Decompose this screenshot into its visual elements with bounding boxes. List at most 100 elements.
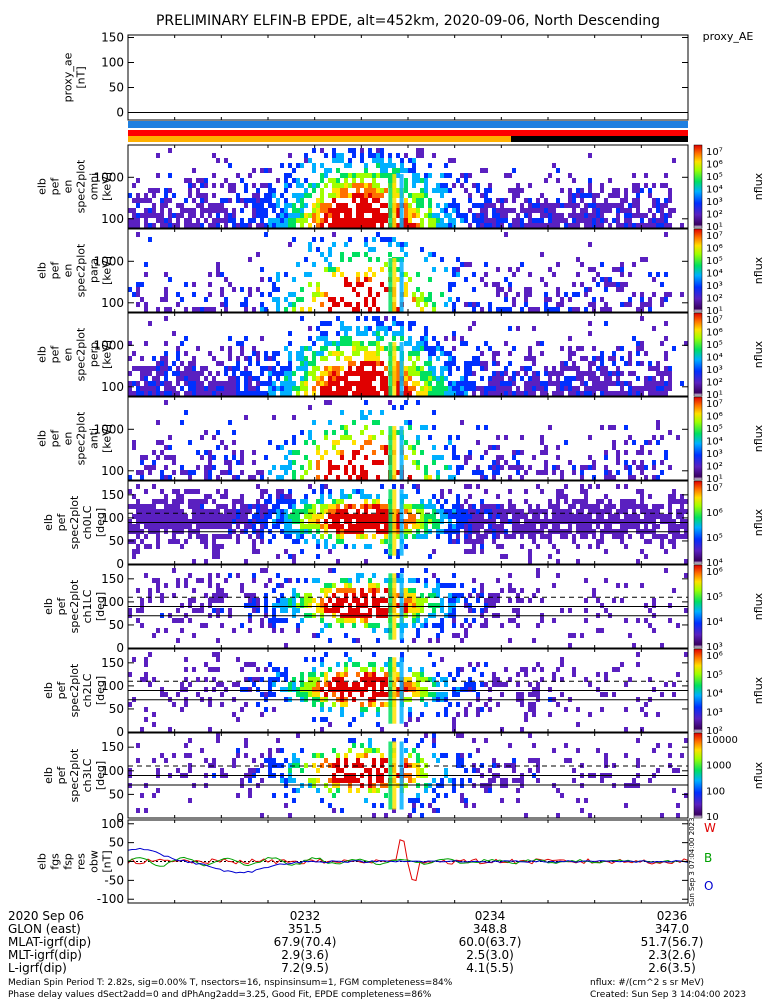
colorbar-tick-label: 10⁵ — [706, 172, 723, 183]
y-tick-label: 50 — [109, 787, 124, 801]
colorbar-tick-label: 10⁶ — [706, 328, 723, 339]
heatmap-cells — [128, 232, 684, 312]
panel-ch1LC: 10⁶ 10⁵ 10⁴ 10³ nflux 150 100 50 0 elb pef spec2plo… — [42, 564, 765, 655]
y-axis-label: ch2LC — [81, 673, 94, 707]
y-tick-label: 100 — [101, 817, 124, 831]
y-tick-label: 100 — [101, 511, 124, 525]
colorbar — [693, 396, 703, 481]
y-axis-label: en — [62, 432, 75, 446]
footer-created: Created: Sun Sep 3 14:04:00 2023 — [590, 990, 746, 1000]
heatmap-cells — [128, 652, 688, 732]
y-axis-label: omni — [88, 173, 101, 200]
colorbar-tick-label: 10⁴ — [706, 269, 723, 280]
footer-note-1: Median Spin Period T: 2.82s, sig=0.00% T… — [8, 978, 453, 988]
colorbar-tick-label: 10⁵ — [706, 592, 723, 603]
y-tick-label: 100 — [101, 679, 124, 693]
y-axis-label: en — [62, 180, 75, 194]
y-axis-label: pef — [49, 177, 62, 196]
y-axis-label: [deg] — [94, 761, 107, 790]
colorbar-tick-label: 10² — [706, 726, 723, 737]
footer-row-value: 60.0(63.7) — [459, 935, 522, 949]
y-tick-label: 50 — [109, 702, 124, 716]
y-axis-label: pef — [49, 261, 62, 280]
series-line-B — [127, 856, 689, 867]
y-axis-label: [nT] — [101, 850, 114, 872]
y-tick-label: 0 — [116, 725, 124, 739]
colorbar-tick-label: 10³ — [706, 449, 723, 460]
colorbar-tick-label: 10⁶ — [706, 160, 723, 171]
y-axis-label: fgs — [49, 853, 62, 870]
page-title: PRELIMINARY ELFIN-B EPDE, alt=452km, 202… — [156, 13, 660, 29]
y-axis-label: elb — [36, 853, 49, 870]
colorbar-tick-label: 10¹ — [706, 222, 723, 233]
y-axis-label: pef — [49, 345, 62, 364]
y-tick-label: 0 — [116, 855, 124, 869]
y-tick-label: 50 — [109, 618, 124, 632]
colorbar-tick-label: 10³ — [706, 197, 723, 208]
y-axis-label: [nT] — [75, 66, 88, 88]
colorbar-tick-label: 10000 — [706, 735, 738, 746]
colorbar — [693, 228, 703, 313]
y-axis-label: pef — [49, 429, 62, 448]
y-axis-label: spec2plot — [68, 748, 81, 802]
y-axis-label: elb — [42, 514, 55, 531]
legend-B: B — [704, 851, 712, 865]
y-axis-label: obw — [88, 850, 101, 873]
y-tick-label: 0 — [116, 557, 124, 571]
colorbar-tick-label: 100 — [706, 786, 725, 797]
footer-row-label: MLT-igrf(dip) — [8, 948, 82, 962]
y-tick-label: 50 — [109, 836, 124, 850]
colorbar — [693, 480, 703, 565]
y-tick-label: 1000 — [93, 170, 124, 184]
colorbar-label: nflux — [752, 676, 765, 704]
y-axis-label: [deg] — [94, 508, 107, 537]
footer-row-value: 51.7(56.7) — [641, 935, 704, 949]
y-axis-label: pef — [55, 513, 68, 532]
y-axis-label: ch1LC — [81, 589, 94, 623]
y-axis-label: spec2plot — [75, 243, 88, 297]
colorbar-tick-label: 10⁵ — [706, 424, 723, 435]
orbit-bar-blue — [128, 121, 688, 128]
colorbar-tick-label: 10³ — [706, 707, 723, 718]
y-tick-label: 100 — [101, 380, 124, 394]
panel-proxy_ae: proxy_AE 150 100 50 0 proxy_ae [nT] — [62, 30, 753, 121]
y-tick-label: 0 — [116, 106, 124, 120]
orbit-bar-red — [128, 130, 688, 136]
colorbar-tick-label: 10⁶ — [706, 244, 723, 255]
colorbar-label: nflux — [752, 761, 765, 789]
y-tick-label: 100 — [101, 595, 124, 609]
y-axis-label: [deg] — [94, 592, 107, 621]
colorbar — [693, 732, 703, 819]
heatmap-cells — [128, 400, 680, 480]
y-tick-label: 100 — [101, 764, 124, 778]
y-tick-label: 100 — [101, 56, 124, 70]
y-axis-label: elb — [36, 346, 49, 363]
colorbar — [693, 312, 703, 397]
footer-row-value: 2.9(3.6) — [281, 948, 329, 962]
colorbar-tick-label: 10⁴ — [706, 558, 723, 569]
colorbar-tick-label: 10⁶ — [706, 651, 723, 662]
colorbar-label: nflux — [752, 172, 765, 200]
footer-row-value: 4.1(5.5) — [466, 961, 514, 975]
colorbar-tick-label: 10⁶ — [706, 567, 723, 578]
y-axis-label: elb — [36, 178, 49, 195]
footer-row-label: GLON (east) — [8, 922, 81, 936]
y-axis-label: spec2plot — [68, 579, 81, 633]
colorbar-tick-label: 10³ — [706, 281, 723, 292]
footer-row-value: 0236 — [657, 909, 688, 923]
footer-row-value: 7.2(9.5) — [281, 961, 329, 975]
y-axis-label: [keV] — [101, 424, 114, 453]
colorbar-tick-label: 10² — [706, 294, 723, 305]
colorbar-tick-label: 10¹ — [706, 390, 723, 401]
colorbar-tick-label: 1000 — [706, 761, 731, 772]
footer-row-value: 2.5(3.0) — [466, 948, 514, 962]
y-tick-label: 1000 — [93, 422, 124, 436]
footer-row-label: L-igrf(dip) — [8, 961, 67, 975]
y-axis-label: pef — [55, 681, 68, 700]
legend-O: O — [704, 879, 713, 893]
colorbar-tick-label: 10⁷ — [706, 147, 723, 158]
y-axis-label: elb — [36, 262, 49, 279]
colorbar-tick-label: 10⁶ — [706, 412, 723, 423]
